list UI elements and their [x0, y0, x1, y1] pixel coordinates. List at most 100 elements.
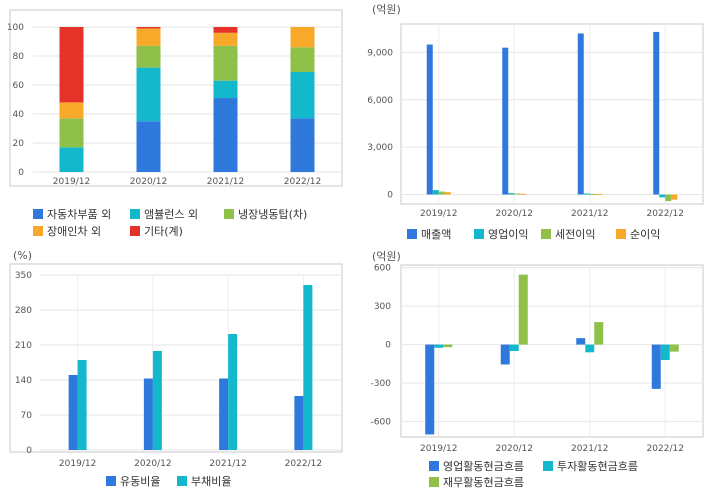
legend-swatch: [541, 229, 551, 239]
bar-segment: [290, 47, 315, 72]
bar: [518, 274, 528, 345]
x-tick-label: 2022/12: [647, 209, 684, 219]
legend-label: 장애인차 외: [47, 225, 101, 238]
x-tick-label: 2022/12: [284, 177, 321, 187]
legend-label: 매출액: [421, 228, 451, 241]
unit-label: (억원): [372, 250, 401, 263]
bar: [425, 344, 435, 435]
chart-ratios: (%) 0 70 140 210 280 350 2019/12 2020/12 2021/12 2…: [9, 249, 343, 488]
x-tick-label: 2019/12: [420, 444, 457, 454]
x-tick-label: 2020/12: [130, 177, 167, 187]
bar: [432, 190, 439, 195]
x-tick-label: 2021/12: [571, 209, 608, 219]
y-tick-label: 40: [13, 110, 25, 120]
bar: [294, 396, 304, 450]
bar: [426, 44, 433, 195]
legend-label: 재무활동현금흐름: [443, 475, 524, 489]
bar: [152, 351, 162, 450]
legend-label: 앰뷸런스 외: [144, 208, 198, 221]
bar-segment: [59, 118, 84, 148]
bar: [520, 193, 527, 195]
legend-item: 앰뷸런스 외: [130, 208, 198, 221]
legend-swatch: [429, 461, 439, 471]
bar-segment: [290, 118, 315, 172]
bar: [665, 194, 672, 202]
legend: 유동비율 부채비율: [106, 475, 231, 488]
bar-segment: [213, 45, 238, 81]
bar: [653, 31, 660, 195]
bar-segment: [59, 102, 84, 119]
legend-label: 투자활동현금흐름: [557, 459, 638, 473]
y-gridlines: 0 20 40 60 80 100: [7, 23, 341, 178]
chart-cashflow: (억원) -600 -300 0 300 600 2019/12 2020/12 2021/12…: [371, 250, 704, 489]
x-tick-label: 2021/12: [207, 177, 244, 187]
bars: [426, 31, 678, 202]
unit-label: (억원): [372, 3, 401, 16]
legend-item: 순이익: [616, 228, 660, 241]
bars: [68, 285, 313, 450]
y-tick-label: 70: [21, 411, 33, 421]
legend-swatch: [474, 229, 484, 239]
bar-segment: [136, 27, 161, 29]
chart-product-mix: 0 20 40 60 80 100 2019/12 2020/12 2021/12 2022/12…: [7, 9, 343, 238]
y-tick-label: 210: [15, 341, 32, 351]
bars: [59, 27, 315, 172]
legend-swatch: [130, 209, 140, 219]
bar: [595, 194, 602, 196]
y-tick-label: 60: [13, 81, 25, 91]
y-gridlines: 0 70 140 210 280 350: [15, 271, 341, 456]
legend-swatch: [429, 477, 439, 487]
y-tick-label: 6,000: [367, 96, 393, 106]
y-tick-label: -600: [371, 418, 392, 428]
bar: [669, 344, 679, 352]
bar-segment: [213, 32, 238, 46]
legend-label: 기타(계): [144, 225, 183, 238]
legend-swatch: [224, 209, 234, 219]
bar-segment: [136, 121, 161, 172]
legend: 자동차부품 외 앰뷸런스 외 냉장냉동탑(차) 장애인차 외 기타(계): [33, 208, 307, 238]
y-tick-label: 3,000: [367, 143, 393, 153]
y-tick-label: 280: [15, 306, 32, 316]
bar-segment: [136, 45, 161, 68]
bar: [438, 191, 445, 195]
chart-frame: [400, 23, 704, 205]
legend-label: 부채비율: [191, 475, 231, 488]
x-tick-label: 2019/12: [53, 177, 90, 187]
bar-segment: [290, 27, 315, 48]
legend-label: 순이익: [630, 228, 660, 241]
chart-frame: [9, 263, 343, 453]
legend-swatch: [616, 229, 626, 239]
legend-item: 유동비율: [106, 475, 160, 488]
legend-label: 영업활동현금흐름: [443, 459, 524, 473]
y-tick-label: -300: [371, 379, 392, 389]
legend-item: 냉장냉동탑(차): [224, 208, 307, 221]
bar: [594, 322, 604, 345]
x-tick-label: 2020/12: [496, 444, 533, 454]
legend-item: 장애인차 외: [33, 225, 101, 238]
bar: [576, 338, 586, 345]
y-tick-label: 9,000: [367, 48, 393, 58]
legend-swatch: [407, 229, 417, 239]
y-tick-label: 140: [15, 376, 32, 386]
legend-swatch: [106, 476, 116, 486]
bar: [509, 344, 519, 351]
legend: 매출액 영업이익 세전이익 순이익: [407, 228, 660, 241]
bar: [502, 47, 509, 195]
y-tick-label: 80: [13, 52, 25, 62]
legend-item: 투자활동현금흐름: [543, 459, 638, 473]
bar: [443, 344, 453, 348]
bars: [425, 274, 679, 435]
legend-label: 냉장냉동탑(차): [238, 208, 307, 221]
x-tick-label: 2020/12: [134, 459, 171, 469]
legend-item: 매출액: [407, 228, 451, 241]
bar: [303, 285, 313, 450]
legend-swatch: [543, 461, 553, 471]
legend-swatch: [130, 226, 140, 236]
x-tick-label: 2019/12: [420, 209, 457, 219]
x-tick-label: 2021/12: [571, 444, 608, 454]
y-tick-label: 0: [26, 446, 32, 456]
bar: [577, 33, 584, 195]
bar: [228, 334, 238, 450]
